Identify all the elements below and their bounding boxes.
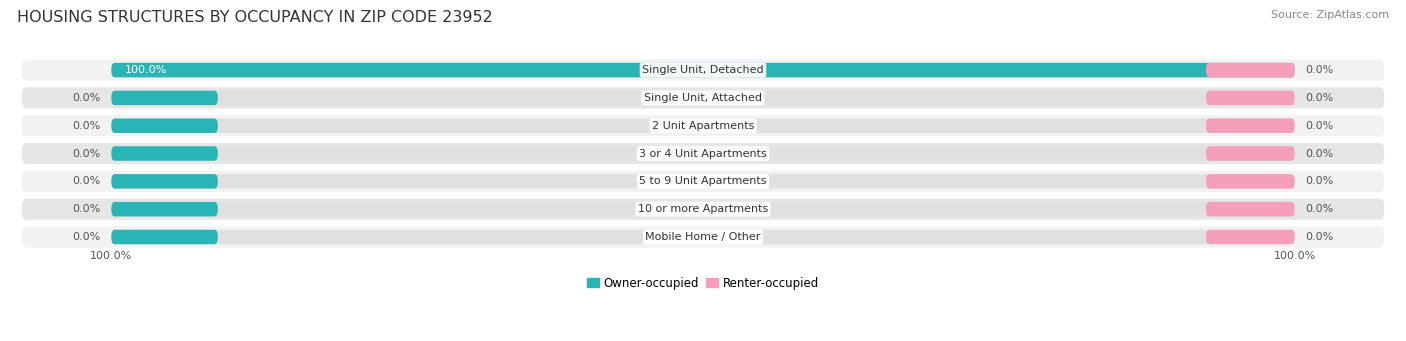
FancyBboxPatch shape bbox=[111, 202, 218, 217]
Text: 5 to 9 Unit Apartments: 5 to 9 Unit Apartments bbox=[640, 176, 766, 187]
FancyBboxPatch shape bbox=[111, 230, 218, 244]
FancyBboxPatch shape bbox=[111, 174, 1295, 189]
FancyBboxPatch shape bbox=[1206, 63, 1295, 77]
Text: 100.0%: 100.0% bbox=[125, 65, 167, 75]
FancyBboxPatch shape bbox=[1206, 91, 1295, 105]
FancyBboxPatch shape bbox=[111, 118, 1295, 133]
FancyBboxPatch shape bbox=[111, 63, 1295, 77]
FancyBboxPatch shape bbox=[22, 87, 1384, 108]
FancyBboxPatch shape bbox=[111, 91, 218, 105]
FancyBboxPatch shape bbox=[111, 91, 1295, 105]
Text: 3 or 4 Unit Apartments: 3 or 4 Unit Apartments bbox=[640, 149, 766, 159]
FancyBboxPatch shape bbox=[111, 202, 1295, 217]
FancyBboxPatch shape bbox=[22, 60, 1384, 81]
Text: 0.0%: 0.0% bbox=[72, 176, 100, 187]
FancyBboxPatch shape bbox=[1206, 230, 1295, 244]
Text: Single Unit, Attached: Single Unit, Attached bbox=[644, 93, 762, 103]
Text: 0.0%: 0.0% bbox=[1306, 65, 1334, 75]
Text: 0.0%: 0.0% bbox=[1306, 232, 1334, 242]
FancyBboxPatch shape bbox=[111, 146, 1295, 161]
Text: 0.0%: 0.0% bbox=[1306, 204, 1334, 214]
Text: 2 Unit Apartments: 2 Unit Apartments bbox=[652, 121, 754, 131]
FancyBboxPatch shape bbox=[22, 171, 1384, 192]
FancyBboxPatch shape bbox=[1206, 202, 1295, 217]
Text: 0.0%: 0.0% bbox=[1306, 149, 1334, 159]
Text: HOUSING STRUCTURES BY OCCUPANCY IN ZIP CODE 23952: HOUSING STRUCTURES BY OCCUPANCY IN ZIP C… bbox=[17, 10, 492, 25]
Text: 0.0%: 0.0% bbox=[1306, 121, 1334, 131]
Text: 100.0%: 100.0% bbox=[90, 251, 132, 262]
FancyBboxPatch shape bbox=[1206, 146, 1295, 161]
FancyBboxPatch shape bbox=[111, 63, 1295, 77]
FancyBboxPatch shape bbox=[1206, 174, 1295, 189]
Text: 0.0%: 0.0% bbox=[1306, 176, 1334, 187]
FancyBboxPatch shape bbox=[111, 174, 218, 189]
Text: 100.0%: 100.0% bbox=[1274, 251, 1316, 262]
Text: 0.0%: 0.0% bbox=[1306, 93, 1334, 103]
Text: 0.0%: 0.0% bbox=[72, 149, 100, 159]
FancyBboxPatch shape bbox=[22, 198, 1384, 220]
Text: 0.0%: 0.0% bbox=[72, 93, 100, 103]
FancyBboxPatch shape bbox=[1206, 118, 1295, 133]
Text: 0.0%: 0.0% bbox=[72, 204, 100, 214]
Text: Mobile Home / Other: Mobile Home / Other bbox=[645, 232, 761, 242]
FancyBboxPatch shape bbox=[111, 118, 218, 133]
FancyBboxPatch shape bbox=[22, 226, 1384, 248]
Text: 0.0%: 0.0% bbox=[72, 121, 100, 131]
Text: 0.0%: 0.0% bbox=[72, 232, 100, 242]
FancyBboxPatch shape bbox=[22, 143, 1384, 164]
Text: Single Unit, Detached: Single Unit, Detached bbox=[643, 65, 763, 75]
Text: Source: ZipAtlas.com: Source: ZipAtlas.com bbox=[1271, 10, 1389, 20]
FancyBboxPatch shape bbox=[22, 115, 1384, 136]
Legend: Owner-occupied, Renter-occupied: Owner-occupied, Renter-occupied bbox=[582, 272, 824, 294]
FancyBboxPatch shape bbox=[111, 146, 218, 161]
FancyBboxPatch shape bbox=[111, 230, 1295, 244]
Text: 10 or more Apartments: 10 or more Apartments bbox=[638, 204, 768, 214]
